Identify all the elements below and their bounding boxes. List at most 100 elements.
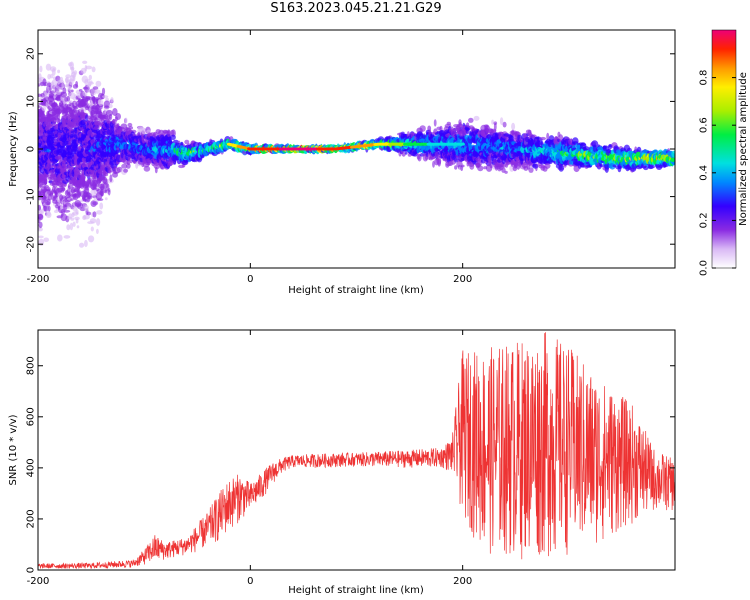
spectrogram-cell	[103, 100, 111, 108]
spectrogram-cell	[39, 184, 44, 188]
spectrogram-cell	[45, 201, 51, 206]
spectrogram-cell	[558, 164, 564, 172]
spectrogram-cell	[93, 115, 98, 120]
spectrogram-cell	[437, 159, 442, 167]
spectrogram-cell	[89, 80, 93, 84]
spectrogram-cell	[68, 78, 74, 86]
spectrogram-cell	[110, 125, 115, 133]
spectrogram-cell	[74, 216, 80, 221]
spectrogram-cell	[45, 211, 52, 218]
spectrogram-cell	[66, 224, 71, 231]
spectrogram-cell	[43, 237, 49, 243]
spectrogram-cell	[38, 105, 41, 109]
spectrogram-cell	[68, 92, 76, 99]
spectrogram-cell	[92, 201, 99, 206]
spectrogram-cell	[57, 69, 61, 74]
spectrogram-cell	[493, 122, 497, 131]
spectrogram-cell	[76, 225, 80, 229]
spectrogram-cell	[109, 174, 113, 183]
spectrogram-cell	[41, 106, 47, 111]
spectrogram-cell	[70, 89, 74, 93]
spectrogram-heatmap	[38, 60, 675, 248]
spectrogram-cell	[466, 122, 470, 128]
spectrogram-cell	[64, 202, 72, 208]
spectrogram-cell	[59, 76, 64, 82]
spectrogram-cell	[40, 208, 45, 215]
spectrogram-cell	[96, 120, 102, 126]
spectrogram-cell	[85, 65, 93, 70]
spectrogram-cell	[84, 239, 88, 248]
spectrogram-cell	[72, 221, 76, 227]
spectrogram-cell	[56, 107, 63, 114]
spectrogram-cell	[458, 122, 462, 129]
spectrogram-cell	[39, 65, 43, 73]
spectrogram-cell	[461, 164, 465, 168]
spectrogram-cell	[77, 190, 81, 196]
spectrogram-cell	[84, 204, 89, 211]
spectrogram-cell	[121, 163, 128, 169]
spectrogram-cell	[124, 117, 128, 124]
spectrogram-cell	[49, 191, 54, 196]
chart-title: S163.2023.045.21.21.G29	[270, 1, 442, 16]
spectrogram-cell	[92, 86, 99, 90]
spectrogram-cell	[38, 213, 44, 221]
spectrogram-cell	[38, 221, 43, 229]
spectrogram-cell	[38, 238, 45, 246]
spectrogram-cell	[93, 126, 100, 130]
spectrogram-cell	[86, 211, 91, 216]
spectrogram-cell	[61, 83, 64, 89]
spectrogram-cell	[60, 91, 67, 98]
spectrogram-cell	[99, 202, 104, 210]
spectrogram-cell	[47, 205, 51, 212]
spectrogram-cell	[47, 82, 52, 88]
spectrogram-cell	[38, 235, 44, 239]
spectrogram-cell	[51, 68, 56, 76]
spectrogram-cell	[144, 146, 148, 154]
spectrogram-cell	[72, 73, 76, 82]
spectrogram-cell	[73, 105, 79, 110]
spectrogram-cell	[94, 89, 101, 94]
spectrogram-cell	[61, 187, 66, 192]
spectrogram-cell	[38, 204, 41, 211]
spectrogram-cell	[57, 234, 63, 242]
spectrogram-cell	[73, 139, 77, 145]
spectrogram-cell	[66, 206, 70, 210]
spectrogram-cell	[82, 91, 88, 97]
spectrogram-cell	[511, 122, 516, 131]
spectrogram-cell	[107, 187, 111, 196]
spectrogram-cell	[67, 86, 72, 91]
spectrogram-cell	[128, 126, 134, 130]
spectrogram-cell	[75, 81, 78, 88]
spectrogram-cell	[419, 125, 426, 132]
spectrogram-cell	[88, 235, 95, 243]
spectrogram-cell	[167, 130, 171, 138]
spectrogram-cell	[101, 87, 106, 96]
spectrogram-cell	[45, 63, 52, 71]
spectrogram-cell	[67, 182, 73, 190]
spectrogram-cell	[96, 228, 99, 234]
spectrogram-cell	[108, 103, 113, 109]
spectrogram-cell	[110, 97, 114, 103]
spectrogram-cell	[51, 103, 58, 109]
spectrogram-cell	[90, 226, 94, 232]
spectrogram-cell	[69, 128, 74, 132]
spectrogram-cell	[103, 178, 109, 185]
spectrogram-cell	[89, 218, 97, 224]
spectrogram-cell	[83, 214, 90, 220]
spectrogram-cell	[38, 191, 41, 196]
spectrogram-cell	[84, 104, 90, 108]
spectrogram-cell	[539, 136, 547, 141]
spectrogram-cell	[80, 174, 86, 181]
spectrogram-cell	[75, 209, 79, 215]
spectrogram-cell	[66, 95, 71, 102]
spectrogram-cell	[504, 170, 508, 174]
spectrogram-cell	[71, 109, 75, 116]
spectrogram-cell	[62, 87, 67, 94]
spectrogram-cell	[88, 74, 93, 81]
spectrogram-cell	[43, 96, 49, 102]
spectrogram-cell	[60, 209, 66, 214]
spectrogram-cell	[88, 195, 91, 199]
spectrogram-cell	[55, 90, 62, 95]
spectrogram-cell	[84, 186, 89, 191]
spectrogram-cell	[446, 121, 451, 126]
